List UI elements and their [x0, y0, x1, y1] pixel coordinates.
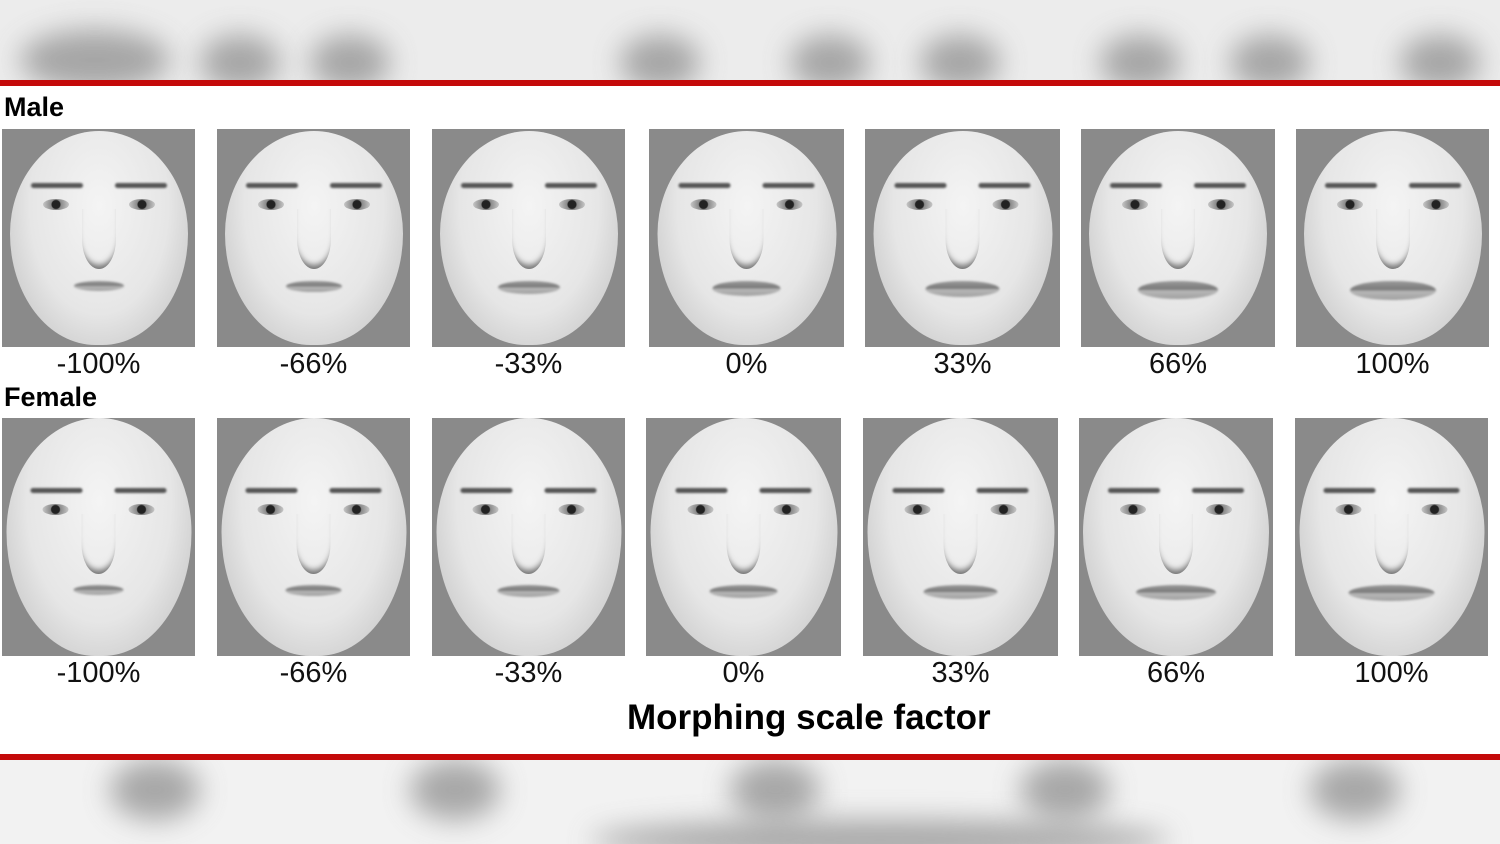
face-image [6, 418, 191, 656]
face-image [650, 418, 837, 656]
female-face-tile [432, 418, 625, 656]
morph-percent-label: 33% [933, 348, 992, 380]
female-face-tile [1079, 418, 1273, 656]
male-face-tile [1081, 129, 1275, 347]
morph-percent-label: -33% [494, 348, 563, 380]
face-image [439, 131, 618, 345]
face-image [9, 131, 188, 345]
morph-percent-label: -33% [494, 657, 563, 689]
morph-percent-label: 33% [931, 657, 990, 689]
morph-percent-label: 0% [725, 348, 768, 380]
row-label-male: Male [4, 92, 65, 122]
face-image [1303, 131, 1482, 345]
morph-percent-label: 0% [722, 657, 765, 689]
top-red-rule [0, 80, 1500, 86]
face-image [1089, 131, 1267, 345]
female-face-tile [1295, 418, 1488, 656]
axis-title: Morphing scale factor [627, 698, 991, 737]
face-image [224, 131, 403, 345]
face-image [1299, 418, 1484, 656]
morph-percent-label: -66% [279, 657, 348, 689]
face-image [1083, 418, 1269, 656]
male-face-tile [649, 129, 844, 347]
face-image [657, 131, 836, 345]
morph-percent-label: 100% [1355, 348, 1430, 380]
morph-percent-label: 100% [1354, 657, 1429, 689]
male-face-tile [217, 129, 410, 347]
female-face-tile [646, 418, 841, 656]
morph-percent-label: 66% [1146, 657, 1206, 689]
morph-percent-label: -100% [56, 348, 141, 380]
male-face-tile [1296, 129, 1489, 347]
blurred-background-top [0, 0, 1500, 81]
male-face-tile [2, 129, 195, 347]
bottom-red-rule [0, 754, 1500, 760]
blurred-background-bottom [0, 760, 1500, 844]
morph-percent-label: 66% [1148, 348, 1208, 380]
male-face-tile [865, 129, 1060, 347]
morph-percent-label: -100% [56, 657, 141, 689]
face-image [221, 418, 406, 656]
morph-percent-label: -66% [279, 348, 348, 380]
face-image [867, 418, 1054, 656]
female-face-tile [217, 418, 410, 656]
female-face-tile [863, 418, 1058, 656]
male-face-tile [432, 129, 625, 347]
row-label-female: Female [4, 382, 98, 412]
female-face-tile [2, 418, 195, 656]
face-image [873, 131, 1052, 345]
face-image [436, 418, 621, 656]
